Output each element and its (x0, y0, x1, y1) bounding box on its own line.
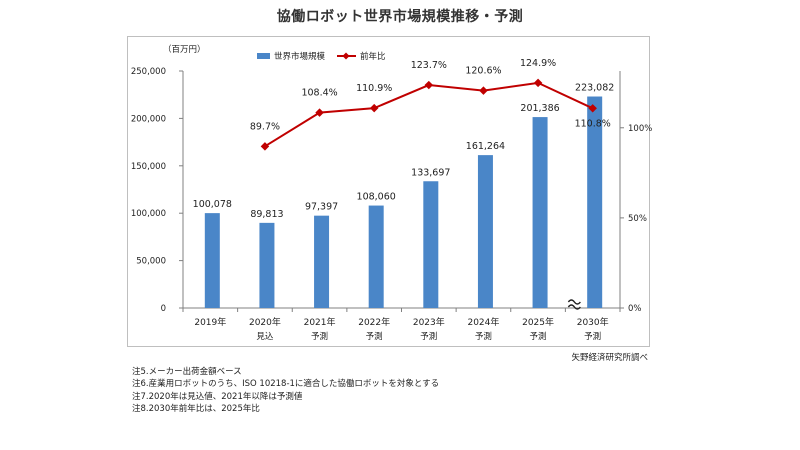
note-line: 注5.メーカー出荷金額ベース (132, 367, 242, 377)
axis-break-mark (567, 304, 581, 310)
y-left-tick-label: 0 (161, 304, 166, 314)
x-tick-label: 2025年 (522, 316, 554, 328)
legend-swatch-bars (257, 53, 270, 59)
legend-label-line: 前年比 (360, 51, 386, 62)
x-tick-label: 2021年 (304, 316, 336, 328)
line-point-2021年 (315, 108, 324, 117)
y-left-tick-label: 150,000 (131, 162, 166, 172)
line-data-label: 110.9% (356, 83, 392, 94)
legend-label-bars: 世界市場規模 (274, 51, 326, 62)
y-right-tick-label: 100% (628, 124, 652, 134)
note-line: 注6.産業用ロボットのうち、ISO 10218-1に適合した協働ロボットを対象と… (132, 379, 440, 390)
x-tick-sublabel: 予測 (420, 331, 437, 342)
bar-data-label: 108,060 (357, 192, 396, 203)
y-left-tick-label: 200,000 (131, 114, 166, 124)
bar-2023年 (423, 181, 439, 308)
bar-data-label: 100,078 (193, 199, 232, 210)
bar-data-label: 161,264 (466, 141, 505, 152)
source-label: 矢野経済研究所調べ (571, 353, 648, 363)
y-left-tick-label: 50,000 (136, 257, 166, 267)
bar-2030年 (587, 96, 603, 308)
legend-marker-line (342, 52, 350, 60)
bar-2022年 (368, 205, 384, 308)
bar-data-label: 133,697 (411, 167, 450, 178)
bar-2024年 (477, 155, 493, 308)
notes: 注5.メーカー出荷金額ベース 注6.産業用ロボットのうち、ISO 10218-1… (132, 366, 439, 415)
line-data-label: 120.6% (465, 66, 501, 77)
x-tick-sublabel: 予測 (311, 331, 328, 342)
x-tick-label: 2019年 (194, 316, 226, 328)
x-tick-label: 2022年 (358, 316, 390, 328)
x-tick-label: 2024年 (467, 316, 499, 328)
y-right-tick-label: 50% (628, 214, 647, 224)
note-line: 注8.2030年前年比は、2025年比 (132, 403, 260, 414)
x-tick-sublabel: 予測 (475, 331, 492, 342)
line-point-2020年 (260, 142, 270, 151)
bar-data-label: 97,397 (305, 202, 338, 213)
x-tick-label: 2030年 (577, 316, 609, 328)
bar-2019年 (204, 213, 220, 308)
line-point-2024年 (479, 86, 488, 95)
line-point-2023年 (424, 80, 434, 90)
bar-data-label: 223,082 (575, 83, 614, 94)
line-data-label: 108.4% (301, 88, 337, 99)
line-point-2022年 (369, 103, 379, 113)
x-tick-sublabel: 予測 (584, 331, 601, 342)
y-left-tick-label: 250,000 (131, 67, 166, 77)
x-tick-sublabel: 見込 (256, 331, 274, 342)
y-unit-label: （百万円） (163, 44, 206, 55)
chart-frame (127, 36, 650, 347)
line-data-label: 89.7% (250, 121, 280, 132)
line-data-label: 124.9% (520, 58, 556, 69)
y-left-tick-label: 100,000 (131, 209, 166, 219)
chart-title: 協働ロボット世界市場規模推移・予測 (276, 9, 524, 25)
bar-2020年 (259, 222, 275, 308)
bar-2025年 (532, 117, 548, 308)
x-tick-label: 2023年 (413, 316, 445, 328)
note-line: 注7.2020年は見込値、2021年以降は予測値 (132, 391, 303, 402)
bar-data-label: 201,386 (520, 103, 559, 114)
y-right-tick-label: 0% (628, 304, 642, 314)
axis-break-mark (567, 299, 581, 305)
x-tick-label: 2020年 (249, 316, 281, 328)
bar-2021年 (314, 215, 330, 308)
x-tick-sublabel: 予測 (530, 331, 547, 342)
line-data-label: 123.7% (411, 60, 447, 71)
line-point-2025年 (533, 78, 543, 88)
line-data-label: 110.8% (575, 118, 611, 129)
x-tick-sublabel: 予測 (366, 331, 383, 342)
bar-data-label: 89,813 (250, 209, 283, 220)
